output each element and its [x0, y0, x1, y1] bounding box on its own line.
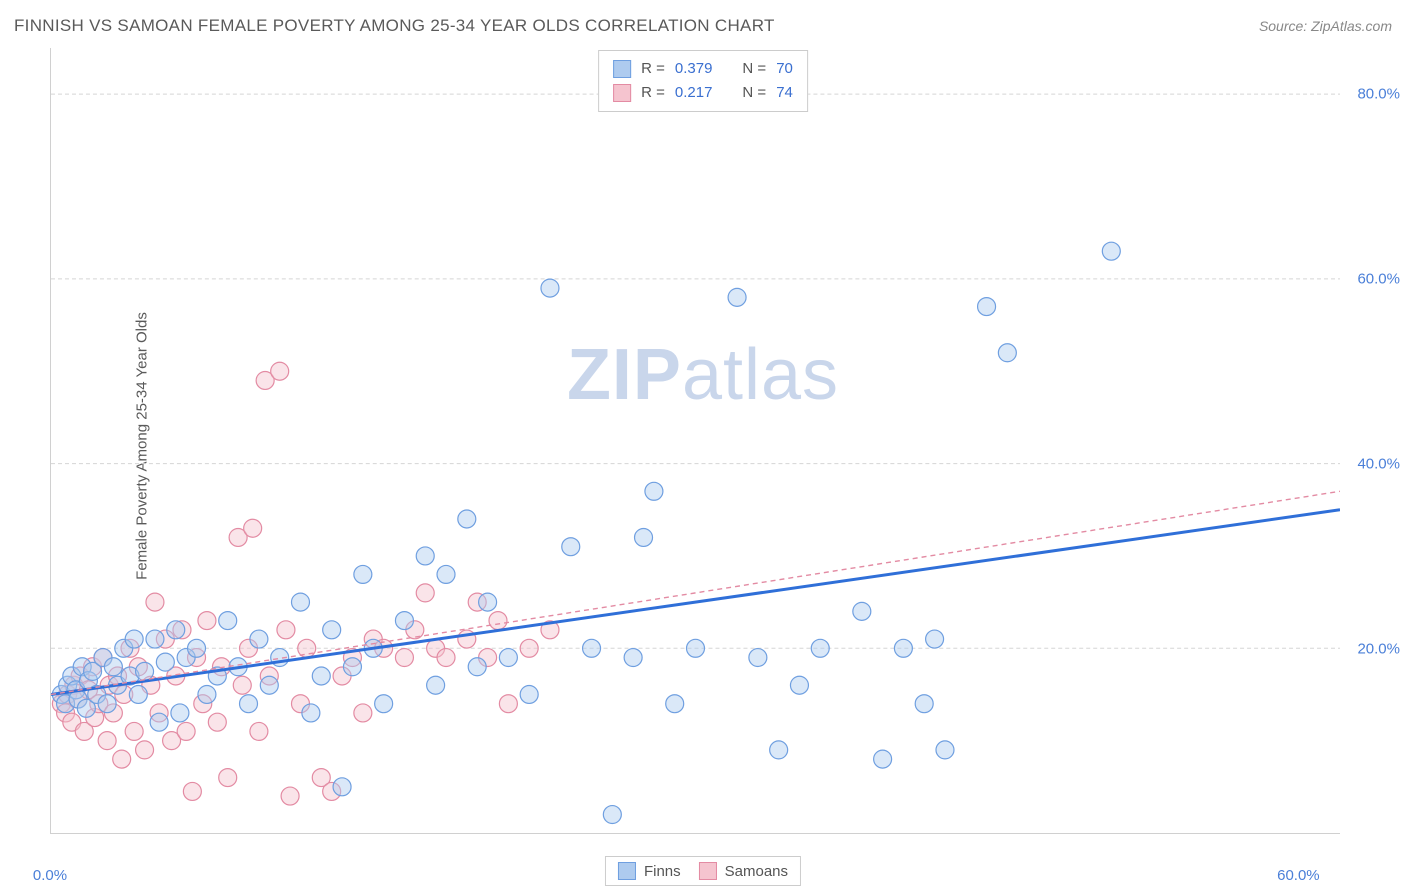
stats-row: R = 0.217 N = 74 [613, 81, 793, 105]
stats-legend-box: R = 0.379 N = 70 R = 0.217 N = 74 [598, 50, 808, 112]
legend-label: Finns [644, 863, 681, 880]
y-tick-label: 20.0% [1357, 641, 1400, 658]
series-swatch [613, 60, 631, 78]
x-tick-label: 0.0% [33, 867, 67, 884]
stats-row: R = 0.379 N = 70 [613, 57, 793, 81]
x-tick-label: 60.0% [1277, 867, 1320, 884]
stat-r-value: 0.217 [675, 81, 713, 105]
legend-swatch [618, 862, 636, 880]
stat-r-value: 0.379 [675, 57, 713, 81]
legend-label: Samoans [725, 863, 788, 880]
stat-r-label: R = [641, 81, 665, 105]
y-tick-label: 80.0% [1357, 86, 1400, 103]
chart-source: Source: ZipAtlas.com [1259, 18, 1392, 34]
stat-n-value: 70 [776, 57, 793, 81]
series-swatch [613, 84, 631, 102]
y-tick-label: 60.0% [1357, 271, 1400, 288]
scatter-svg [51, 48, 1340, 833]
stat-n-label: N = [742, 57, 766, 81]
stat-n-value: 74 [776, 81, 793, 105]
stat-r-label: R = [641, 57, 665, 81]
legend-swatch [699, 862, 717, 880]
chart-title: FINNISH VS SAMOAN FEMALE POVERTY AMONG 2… [14, 16, 775, 36]
chart-header: FINNISH VS SAMOAN FEMALE POVERTY AMONG 2… [14, 16, 1392, 36]
stat-n-label: N = [742, 81, 766, 105]
legend-item: Samoans [699, 862, 788, 880]
series-legend: Finns Samoans [605, 856, 801, 886]
plot-area [50, 48, 1340, 834]
y-tick-label: 40.0% [1357, 456, 1400, 473]
legend-item: Finns [618, 862, 681, 880]
